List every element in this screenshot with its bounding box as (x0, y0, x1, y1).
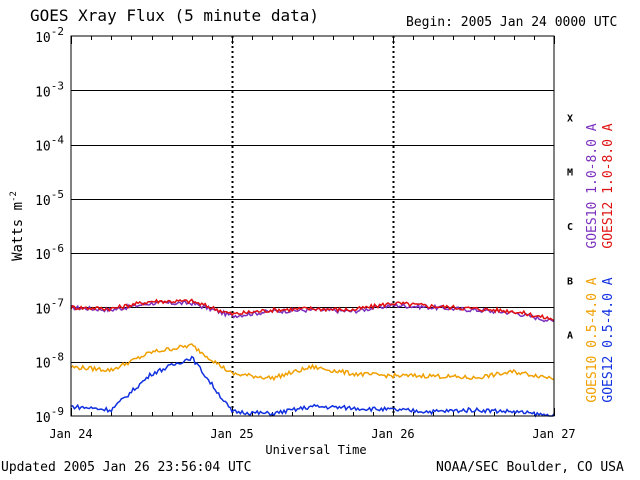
day-separators (71, 36, 555, 416)
y-tick-exponent: -3 (51, 79, 64, 92)
legend-goes12_long: GOES12 1.0-8.0 A (601, 123, 616, 248)
y-tick-base: 10 (35, 85, 51, 100)
y-tick-base: 10 (35, 31, 51, 46)
y-tick-exponent: -7 (51, 296, 64, 309)
chart-title: GOES Xray Flux (5 minute data) (30, 6, 319, 25)
y-tick-base: 10 (35, 302, 51, 317)
y-tick-label-7: 10-9 (35, 405, 64, 426)
gridlines (71, 90, 554, 363)
series-line-goes12_long (70, 298, 555, 322)
y-axis-label-exponent: -2 (9, 191, 19, 202)
y-tick-exponent: -5 (51, 188, 64, 201)
plot-frame (70, 35, 555, 417)
credit-text: NOAA/SEC Boulder, CO USA (436, 460, 624, 475)
legend-goes12_short: GOES12 0.5-4.0 A (601, 277, 616, 402)
y-tick-exponent: -9 (51, 405, 64, 418)
x-axis-label: Universal Time (265, 443, 366, 457)
y-tick-exponent: -6 (51, 242, 64, 255)
series-line-goes10_short (70, 343, 555, 382)
x-tick-label-3: Jan 27 (532, 427, 575, 441)
x-tick-label-2: Jan 26 (371, 427, 414, 441)
y-tick-base: 10 (35, 248, 51, 263)
y-tick-base: 10 (35, 140, 51, 155)
legend-goes10_long: GOES10 1.0-8.0 A (585, 123, 600, 248)
y-tick-base: 10 (35, 411, 51, 426)
flare-class-C: C (567, 222, 573, 233)
x-tick-labels: Jan 24 Jan 25 Jan 26 Jan 27 (49, 427, 575, 441)
y-tick-exponent: -4 (51, 134, 65, 147)
y-tick-label-4: 10-6 (35, 242, 64, 263)
y-tick-base: 10 (35, 357, 51, 372)
updated-timestamp: Updated 2005 Jan 26 23:56:04 UTC (1, 460, 252, 475)
y-tick-base: 10 (35, 194, 51, 209)
y-tick-label-5: 10-7 (35, 296, 64, 317)
y-axis-label: Watts m-2 (9, 191, 26, 261)
series-line-goes12_short (70, 355, 555, 418)
y-axis-label-text: Watts m (10, 202, 26, 261)
legend-goes10_short: GOES10 0.5-4.0 A (585, 277, 600, 402)
x-tick-label-1: Jan 25 (210, 427, 253, 441)
flare-class-labels: X M C B A (567, 113, 573, 341)
legend: GOES10 1.0-8.0 A GOES12 1.0-8.0 A GOES10 0… (585, 123, 616, 402)
y-tick-exponent: -2 (51, 25, 64, 38)
begin-time: Begin: 2005 Jan 24 0000 UTC (406, 15, 618, 30)
y-tick-label-3: 10-5 (35, 188, 64, 209)
y-tick-label-1: 10-3 (35, 79, 64, 100)
y-tick-labels: 10-210-310-410-510-610-710-810-9 (35, 25, 64, 426)
flare-class-X: X (567, 113, 573, 124)
flare-class-B: B (567, 276, 573, 287)
y-tick-exponent: -8 (51, 351, 64, 364)
x-tick-label-0: Jan 24 (49, 427, 92, 441)
y-tick-label-0: 10-2 (35, 25, 64, 46)
y-tick-label-6: 10-8 (35, 351, 64, 372)
data-series (70, 298, 555, 418)
y-tick-label-2: 10-4 (35, 134, 64, 155)
flare-class-A: A (567, 331, 573, 342)
flare-class-M: M (567, 168, 573, 179)
